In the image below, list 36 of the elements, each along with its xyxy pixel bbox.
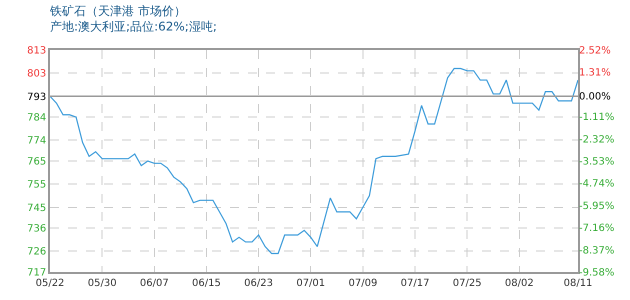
y2-tick-label: -1.11% bbox=[579, 112, 614, 124]
y2-tick-label: -3.53% bbox=[579, 156, 614, 168]
y-tick-label: 774 bbox=[27, 136, 46, 147]
y-tick-label: 793 bbox=[27, 92, 46, 103]
y-tick-label: 755 bbox=[27, 180, 46, 191]
x-tick-label: 07/17 bbox=[400, 278, 430, 289]
y2-tick-label: 2.52% bbox=[579, 46, 611, 56]
x-tick-label: 06/07 bbox=[140, 278, 169, 289]
x-tick-label: 08/02 bbox=[504, 278, 534, 289]
y2-tick-label: 0.00% bbox=[579, 92, 611, 103]
y-tick-label: 813 bbox=[27, 46, 46, 56]
y2-tick-label: -8.37% bbox=[579, 245, 614, 256]
chart-title: 铁矿石（天津港 市场价） bbox=[49, 4, 186, 18]
x-tick-label: 06/15 bbox=[192, 278, 221, 289]
line-series bbox=[50, 68, 578, 254]
x-tick-label: 07/09 bbox=[348, 278, 378, 289]
x-tick-label: 07/25 bbox=[452, 278, 482, 289]
y-tick-label: 736 bbox=[27, 224, 46, 235]
y2-tick-label: -4.74% bbox=[579, 178, 614, 190]
y-tick-label: 717 bbox=[27, 268, 46, 278]
y2-tick-label: -9.58% bbox=[579, 268, 614, 278]
x-tick-label: 08/11 bbox=[564, 278, 592, 289]
y2-tick-label: -7.16% bbox=[579, 223, 614, 234]
y2-tick-label: -2.32% bbox=[579, 134, 614, 146]
x-tick-label: 05/30 bbox=[88, 278, 117, 289]
y-tick-label: 765 bbox=[27, 156, 46, 168]
y-tick-label: 803 bbox=[27, 68, 46, 80]
x-tick-label: 06/23 bbox=[244, 278, 274, 289]
y2-tick-label: 1.31% bbox=[579, 68, 611, 79]
chart-subtitle: 产地:澳大利亚;品位:62%;湿吨; bbox=[50, 20, 217, 34]
y-tick-label: 745 bbox=[27, 202, 46, 214]
y2-tick-label: -5.95% bbox=[579, 200, 614, 212]
y-tick-label: 784 bbox=[27, 112, 46, 124]
x-tick-label: 05/22 bbox=[36, 278, 64, 289]
y-tick-label: 726 bbox=[27, 246, 46, 258]
x-tick-label: 07/01 bbox=[296, 278, 326, 289]
